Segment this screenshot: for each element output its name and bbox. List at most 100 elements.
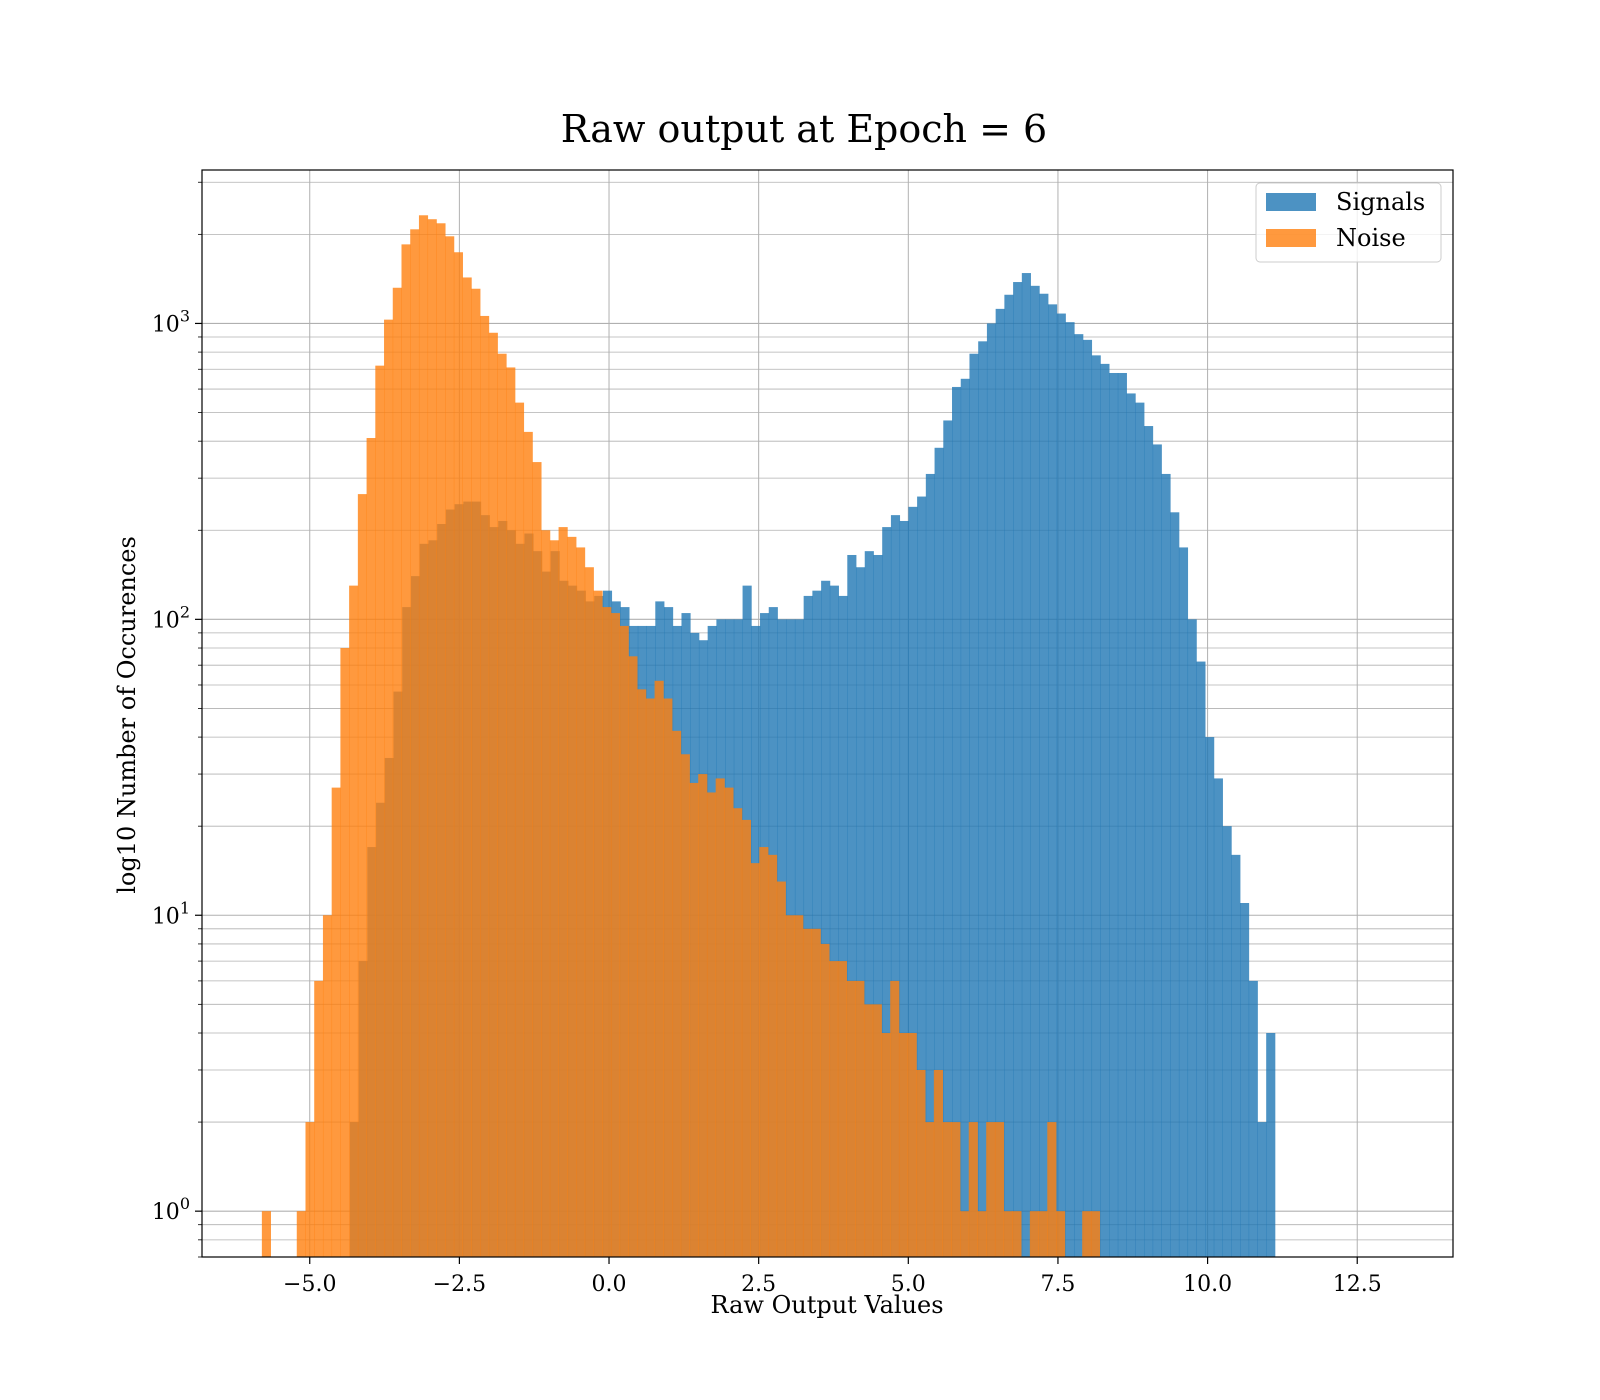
bars (261, 215, 1276, 1258)
bar-signals (995, 308, 1005, 1258)
bar-signals (1135, 402, 1145, 1257)
bar-signals (969, 353, 979, 1257)
bar-noise (942, 1122, 952, 1257)
bar-signals (882, 527, 892, 1257)
bar-noise (471, 288, 481, 1257)
bar-signals (1187, 619, 1197, 1257)
bar-signals (1126, 393, 1136, 1257)
bar-noise (794, 915, 804, 1257)
bar-noise (392, 287, 402, 1257)
bar-noise (872, 1004, 882, 1257)
bar-noise (846, 980, 856, 1257)
bar-noise (558, 527, 568, 1257)
bar-signals (908, 506, 918, 1258)
bar-noise (619, 625, 629, 1257)
bar-signals (1074, 334, 1084, 1257)
bar-signals (1178, 547, 1189, 1257)
bar-signals (1205, 737, 1215, 1257)
bar-signals (1248, 980, 1258, 1257)
bar-noise (506, 367, 516, 1257)
bar-signals (821, 580, 831, 1257)
bar-signals (1170, 512, 1180, 1257)
legend-swatch-signals (1266, 193, 1316, 211)
bar-signals (1004, 294, 1014, 1257)
bar-noise (1012, 1211, 1022, 1257)
bar-signals (838, 595, 848, 1257)
bar-noise (628, 656, 638, 1257)
bar-noise (1003, 1211, 1013, 1257)
bar-signals (1109, 372, 1119, 1257)
bar-signals (1056, 313, 1066, 1257)
bar-signals (1117, 372, 1127, 1257)
x-tick-label: −2.5 (433, 1272, 486, 1297)
bar-noise (349, 585, 359, 1257)
bar-noise (488, 332, 498, 1257)
bar-noise (698, 774, 708, 1257)
bar-signals (873, 554, 883, 1257)
bar-noise (1029, 1211, 1039, 1257)
bar-noise (820, 943, 830, 1257)
bar-noise (1082, 1211, 1092, 1257)
chart-title: Raw output at Epoch = 6 (561, 107, 1047, 151)
bar-signals (1257, 1122, 1267, 1257)
bar-noise (357, 494, 367, 1258)
y-tick-label: 103 (152, 306, 190, 337)
bar-signals (1091, 355, 1101, 1257)
bar-noise (453, 252, 463, 1257)
bar-noise (322, 915, 333, 1257)
bar-signals (1030, 285, 1040, 1257)
legend-swatch-noise (1266, 229, 1316, 247)
bar-noise (314, 980, 324, 1257)
bar-noise (436, 223, 446, 1258)
bar-noise (523, 431, 533, 1257)
bar-noise (663, 698, 673, 1257)
bar-noise (584, 567, 594, 1257)
y-tick-label: 101 (152, 898, 190, 929)
bar-signals (943, 420, 953, 1257)
bar-noise (968, 1122, 978, 1257)
bar-noise (637, 689, 647, 1257)
y-tick-label: 100 (152, 1194, 190, 1225)
bar-signals (952, 386, 962, 1257)
bar-noise (881, 1033, 891, 1257)
bar-noise (384, 319, 394, 1257)
bar-noise (567, 536, 577, 1257)
bar-noise (890, 980, 900, 1257)
bar-noise (733, 808, 743, 1257)
bar-noise (829, 961, 839, 1257)
bar-signals (917, 496, 927, 1257)
bar-noise (576, 547, 586, 1257)
x-tick-label: 5.0 (891, 1272, 926, 1297)
legend-label-signals: Signals (1336, 188, 1425, 216)
x-tick-label: 0.0 (592, 1272, 627, 1297)
bar-signals (847, 554, 857, 1257)
bar-noise (593, 590, 603, 1257)
bar-noise (375, 365, 385, 1257)
bar-signals (978, 341, 988, 1258)
bar-signals (1266, 1033, 1276, 1257)
bar-noise (462, 277, 472, 1258)
bar-noise (802, 928, 813, 1257)
bar-noise (977, 1211, 987, 1257)
bar-noise (916, 1069, 926, 1257)
bar-signals (1240, 903, 1250, 1257)
bar-noise (602, 607, 612, 1257)
bar-noise (366, 438, 376, 1257)
bar-noise (514, 402, 525, 1257)
bar-noise (785, 915, 795, 1257)
bar-signals (1196, 661, 1206, 1257)
bar-noise (811, 928, 821, 1257)
bar-noise (1056, 1211, 1066, 1257)
bar-noise (680, 754, 690, 1257)
bar-noise (541, 530, 551, 1257)
bar-noise (1038, 1211, 1048, 1257)
bar-signals (1152, 444, 1162, 1257)
bar-noise (715, 778, 725, 1257)
bar-noise (1047, 1122, 1057, 1257)
bar-signals (899, 520, 909, 1257)
bar-noise (480, 315, 490, 1257)
bar-noise (776, 881, 786, 1257)
ticks: −5.0 −2.5 0.0 2.5 5.0 7.5 10.0 12.5 100 101 102 103 (152, 181, 1382, 1297)
bar-noise (610, 613, 621, 1257)
bar-noise (340, 648, 350, 1257)
